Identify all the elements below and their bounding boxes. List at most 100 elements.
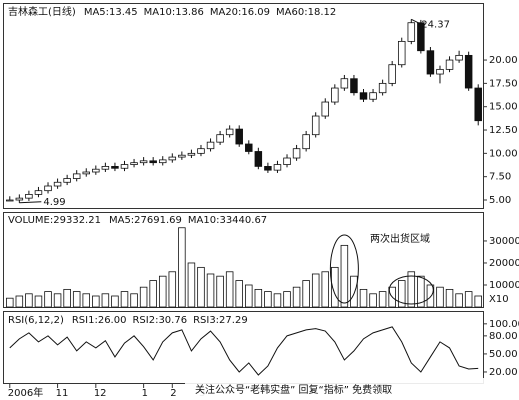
annotation: 两次出货区域	[370, 232, 430, 245]
candle-body	[369, 92, 377, 100]
volume-bar	[321, 271, 330, 308]
candle-body	[72, 173, 81, 179]
candle-body	[149, 160, 157, 164]
candle-body	[407, 22, 416, 42]
volume-bar	[426, 284, 435, 308]
x-tick-label: 11	[56, 388, 69, 399]
y-tick-label: 80.00	[489, 331, 518, 342]
candle-body	[436, 68, 444, 75]
high-label: 24.37	[421, 19, 450, 30]
volume-bar	[130, 293, 138, 308]
legend-entry: MA5:27691.69	[109, 215, 182, 226]
highlight-circle	[329, 234, 359, 304]
legend-entry: RSI2:30.76	[132, 315, 187, 326]
volume-bar	[397, 280, 406, 308]
candle-body	[311, 115, 320, 136]
candle-body	[283, 157, 291, 165]
volume-bar	[216, 275, 224, 308]
volume-bar	[302, 280, 310, 308]
x-tick-label: 12	[94, 388, 107, 399]
candle-body	[197, 148, 205, 154]
volume-bar	[25, 293, 33, 308]
volume-bar	[63, 288, 71, 308]
candle-body	[426, 50, 435, 75]
candle-body	[464, 54, 473, 89]
legend-entry: MA60:18.12	[276, 7, 336, 18]
volume-bar	[168, 271, 177, 308]
candle-body	[120, 164, 129, 169]
y-tick-label: 20.00	[489, 55, 518, 66]
candle-body	[321, 101, 330, 117]
candle-body	[350, 78, 358, 94]
volume-bar	[254, 288, 263, 308]
candle-body	[292, 148, 301, 159]
volume-bar	[6, 297, 14, 308]
legend-entry: MA10:33440.67	[188, 215, 267, 226]
candle-body	[139, 160, 148, 164]
volume-bar	[292, 286, 301, 308]
legend-entry: MA10:13.86	[144, 7, 204, 18]
y-tick-label: 15.00	[489, 102, 518, 113]
panel-title: VOLUME:29332.21	[8, 215, 101, 226]
candle-body	[34, 190, 43, 195]
candle-body	[474, 87, 482, 122]
candle-body	[331, 87, 339, 103]
y-tick-label: 7.50	[489, 172, 511, 183]
candle-body	[235, 128, 243, 145]
legend-entry: RSI3:27.29	[193, 315, 248, 326]
volume-bar	[197, 266, 205, 308]
volume-bar	[273, 293, 282, 308]
low-pointer	[19, 201, 42, 204]
candle-body	[111, 166, 119, 169]
candle-body	[378, 82, 387, 94]
candle-body	[273, 164, 282, 171]
candle-body	[455, 54, 463, 61]
volume-bar	[111, 295, 119, 308]
volume-bar	[340, 244, 349, 308]
volume-bar	[82, 293, 91, 308]
panel-title: 吉林森工(日线)	[8, 5, 76, 18]
volume-bar	[369, 293, 377, 308]
legend-entry: MA5:13.45	[84, 7, 138, 18]
volume-bar	[264, 291, 272, 308]
volume-bar	[139, 286, 148, 308]
candle-body	[158, 159, 167, 164]
low-label: 4.99	[43, 197, 65, 208]
watermark-box	[185, 378, 519, 400]
candle-body	[25, 194, 33, 199]
volume-bar	[311, 273, 320, 308]
y-tick-label: 30000	[489, 236, 519, 247]
volume-bar	[120, 291, 129, 308]
candle-body	[82, 171, 91, 175]
volume-bar	[331, 266, 339, 308]
volume-bar	[53, 293, 62, 308]
volume-bar	[464, 291, 473, 308]
candle-body	[388, 64, 396, 84]
volume-bar	[350, 275, 358, 308]
volume-bar	[417, 275, 425, 308]
highlight-circle	[388, 275, 434, 305]
volume-unit: X10	[489, 294, 509, 305]
volume-bar	[149, 280, 157, 308]
x-tick-label: 2	[170, 388, 176, 399]
y-tick-label: 5.00	[489, 195, 511, 206]
volume-bar	[206, 273, 215, 308]
candle-body	[397, 40, 406, 66]
volume-bar	[474, 295, 482, 308]
volume-bar	[178, 227, 186, 308]
x-tick-label: 1	[142, 388, 148, 399]
candle-body	[187, 152, 196, 156]
volume-bar	[378, 291, 387, 308]
candle-body	[44, 185, 52, 192]
candle-body	[101, 166, 110, 170]
candle-body	[445, 59, 454, 70]
candle-body	[178, 154, 186, 158]
panel-title: RSI(6,12,2)	[8, 315, 64, 326]
candle-body	[340, 78, 349, 89]
candle-body	[254, 151, 263, 167]
candle-body	[53, 181, 62, 187]
watermark: 关注公众号“老韩实盘” 回复“指标” 免费领取	[195, 383, 392, 396]
candle-body	[6, 199, 14, 202]
